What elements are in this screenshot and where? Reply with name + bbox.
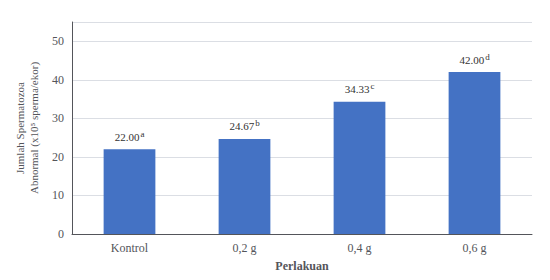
svg-text:22.00: 22.00 bbox=[115, 131, 140, 143]
svg-text:50: 50 bbox=[52, 34, 64, 48]
svg-text:0,2 g: 0,2 g bbox=[233, 241, 257, 255]
svg-text:20: 20 bbox=[52, 150, 64, 164]
svg-text:10: 10 bbox=[52, 188, 64, 202]
svg-text:30: 30 bbox=[52, 111, 64, 125]
svg-text:Kontrol: Kontrol bbox=[111, 241, 149, 255]
svg-text:Jumlah Spermatozoa: Jumlah Spermatozoa bbox=[14, 82, 26, 174]
svg-text:0: 0 bbox=[58, 227, 64, 241]
svg-text:42.00: 42.00 bbox=[459, 54, 484, 66]
svg-text:c: c bbox=[370, 81, 374, 91]
svg-text:a: a bbox=[140, 129, 144, 139]
svg-text:b: b bbox=[255, 118, 260, 128]
svg-text:40: 40 bbox=[52, 73, 64, 87]
svg-text:d: d bbox=[485, 52, 490, 62]
svg-text:0,4 g: 0,4 g bbox=[348, 241, 372, 255]
svg-text:Abnormal (x10⁵ sperma/ekor): Abnormal (x10⁵ sperma/ekor) bbox=[28, 62, 41, 194]
svg-text:34.33: 34.33 bbox=[345, 83, 370, 95]
svg-text:Perlakuan: Perlakuan bbox=[275, 259, 329, 273]
svg-text:24.67: 24.67 bbox=[229, 120, 254, 132]
svg-text:0,6 g: 0,6 g bbox=[463, 241, 487, 255]
